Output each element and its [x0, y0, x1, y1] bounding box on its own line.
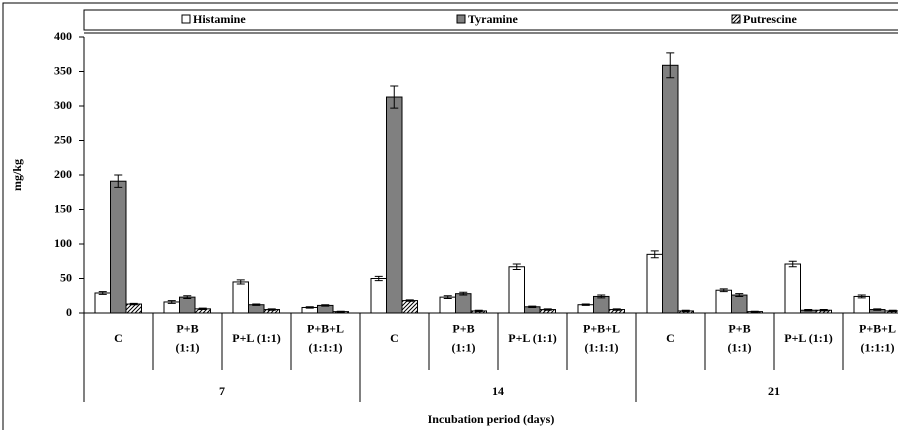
y-tick-label: 400 [54, 29, 72, 43]
bar [715, 289, 732, 314]
error-bar [857, 294, 866, 299]
x-tick-label: (1:1) [728, 340, 752, 354]
error-bar [252, 303, 261, 306]
bar [853, 295, 870, 314]
x-tick-label: P+B+L [859, 321, 896, 335]
y-tick-label: 350 [54, 63, 72, 77]
y-tick-label: 250 [54, 132, 72, 146]
error-bar [474, 309, 483, 313]
x-axis-title: Incubation period (days) [428, 412, 555, 426]
error-bar [543, 308, 552, 311]
bar [662, 64, 679, 314]
error-bar [405, 299, 414, 302]
x-tick-label: P+B [176, 321, 198, 335]
error-bar [236, 279, 245, 285]
x-tick-label: (1:1:1) [309, 340, 343, 354]
legend-label: Tyramine [468, 12, 518, 26]
bar [94, 292, 111, 314]
legend-swatch [181, 14, 191, 24]
error-bar [129, 302, 138, 306]
error-bar [735, 293, 744, 297]
legend-swatch [731, 14, 741, 24]
x-tick-label: C [114, 331, 123, 345]
error-bar [681, 309, 690, 313]
bar [593, 295, 610, 314]
bar [248, 304, 265, 314]
bar [439, 296, 456, 314]
error-bar [788, 260, 797, 268]
bar [232, 281, 249, 314]
y-tick-label: 0 [66, 305, 72, 319]
x-tick-label: P+B [728, 321, 750, 335]
error-bar [888, 309, 897, 313]
x-tick-label: (1:1:1) [585, 340, 619, 354]
error-bar [650, 250, 659, 259]
x-tick-label: (1:1) [452, 340, 476, 354]
error-bar [612, 308, 621, 311]
bar [577, 304, 594, 314]
error-bar [597, 294, 606, 299]
error-bar [581, 303, 590, 306]
error-bar [98, 291, 107, 295]
error-bar [167, 300, 176, 304]
x-tick-label: P+B+L [307, 321, 344, 335]
x-tick-label: P+L (1:1) [784, 331, 833, 345]
error-bar [804, 309, 813, 312]
bar [508, 266, 525, 314]
x-tick-label: C [390, 331, 399, 345]
y-tick-label: 300 [54, 98, 72, 112]
bar [125, 303, 142, 314]
error-bar [819, 309, 828, 312]
error-bar [305, 306, 314, 309]
x-tick-label: P+L (1:1) [232, 331, 281, 345]
error-bar [459, 291, 468, 296]
x-tick-label: P+L (1:1) [508, 331, 557, 345]
x-tick-label: (1:1) [176, 340, 200, 354]
bar [401, 300, 418, 314]
bar [646, 253, 663, 314]
group-label: 21 [768, 384, 780, 398]
error-bar [719, 288, 728, 293]
y-tick-label: 100 [54, 236, 72, 250]
error-bar [183, 295, 192, 300]
legend-label: Putrescine [743, 12, 797, 26]
bar [731, 294, 748, 314]
legend-box [83, 9, 898, 31]
bar [370, 278, 387, 314]
group-label: 7 [219, 384, 225, 398]
bar [455, 293, 472, 314]
bar [784, 263, 801, 314]
error-bar [114, 174, 123, 188]
x-tick-label: P+B+L [583, 321, 620, 335]
bar [179, 296, 196, 314]
error-bar [267, 308, 276, 311]
x-tick-label: C [666, 331, 675, 345]
group-label: 14 [492, 384, 504, 398]
error-bar [336, 310, 345, 313]
y-tick-label: 50 [60, 270, 72, 284]
x-tick-label: (1:1:1) [861, 340, 895, 354]
error-bar [873, 308, 882, 311]
error-bar [512, 263, 521, 271]
legend-label: Histamine [193, 12, 246, 26]
error-bar [321, 304, 330, 307]
bar [386, 96, 403, 314]
error-bar [528, 305, 537, 308]
error-bar [666, 52, 675, 79]
error-bar [198, 307, 207, 311]
y-axis-title: mg/kg [10, 159, 24, 191]
error-bar [390, 85, 399, 109]
error-bar [750, 310, 759, 313]
x-tick-label: P+B [452, 321, 474, 335]
bar [110, 180, 127, 314]
error-bar [443, 295, 452, 300]
y-tick-label: 150 [54, 201, 72, 215]
error-bar [374, 275, 383, 282]
y-tick-label: 200 [54, 167, 72, 181]
legend-swatch [456, 14, 466, 24]
